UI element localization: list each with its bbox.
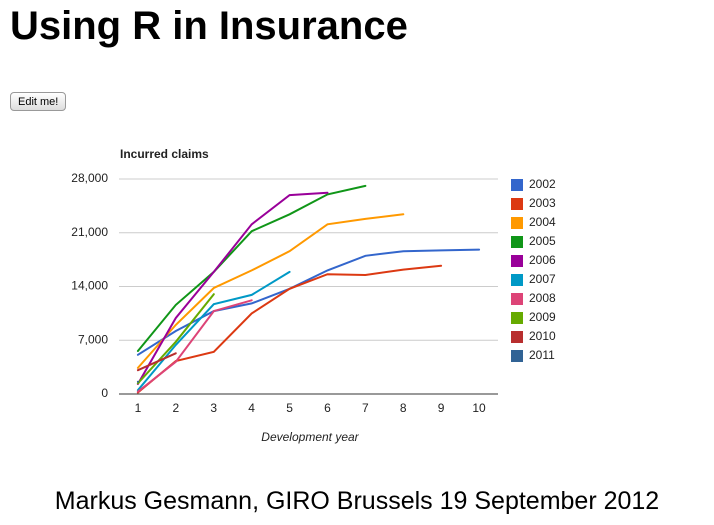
legend-label: 2006: [529, 253, 556, 267]
legend-label: 2010: [529, 329, 556, 343]
series-line: [136, 293, 215, 385]
x-tick-label: 9: [438, 401, 445, 415]
x-axis-label: Development year: [261, 430, 359, 444]
x-tick-label: 10: [472, 401, 486, 415]
x-tick-label: 8: [400, 401, 407, 415]
series-line: [136, 213, 405, 369]
legend-label: 2009: [529, 310, 556, 324]
legend-swatch: [511, 179, 523, 191]
y-tick-label: 14,000: [71, 279, 108, 293]
chart-title: Incurred claims: [120, 147, 209, 161]
footer: Markus Gesmann, GIRO Brussels 19 Septemb…: [54, 487, 660, 515]
legend-swatch: [511, 312, 523, 324]
legend-swatch: [511, 331, 523, 343]
y-tick-label: 21,000: [71, 225, 108, 239]
y-tick-label: 7,000: [78, 332, 108, 346]
legend-label: 2011: [529, 348, 555, 362]
legend-swatch: [511, 198, 523, 210]
chart: Incurred claims Development year 0 7,000 1…: [71, 147, 556, 444]
series-line: [136, 248, 481, 356]
x-tick-label: 2: [173, 401, 180, 415]
legend-label: 2008: [529, 291, 556, 305]
legend-swatch: [511, 293, 523, 305]
legend-label: 2003: [529, 196, 556, 210]
legend-label: 2004: [529, 215, 556, 229]
legend-label: 2002: [529, 177, 556, 191]
x-tick-label: 1: [135, 401, 142, 415]
y-tick-label: 28,000: [71, 171, 108, 185]
page-title: Using R in Insurance: [10, 4, 408, 48]
legend-label: 2007: [529, 272, 556, 286]
legend-swatch: [511, 255, 523, 267]
edit-button[interactable]: Edit me!: [10, 92, 67, 111]
series-line: [136, 299, 253, 393]
legend-swatch: [511, 236, 523, 248]
series-line: [136, 264, 443, 394]
y-tick-label: 0: [101, 386, 108, 400]
legend-label: 2005: [529, 234, 556, 248]
series-line: [136, 352, 177, 372]
x-tick-label: 7: [362, 401, 369, 415]
x-tick-label: 6: [324, 401, 331, 415]
legend-swatch: [511, 217, 523, 229]
x-tick-label: 5: [286, 401, 293, 415]
x-tick-label: 3: [210, 401, 217, 415]
x-tick-label: 4: [248, 401, 255, 415]
series-line: [136, 191, 329, 385]
legend-swatch: [511, 274, 523, 286]
legend-swatch: [511, 350, 523, 362]
series-line: [136, 184, 367, 352]
